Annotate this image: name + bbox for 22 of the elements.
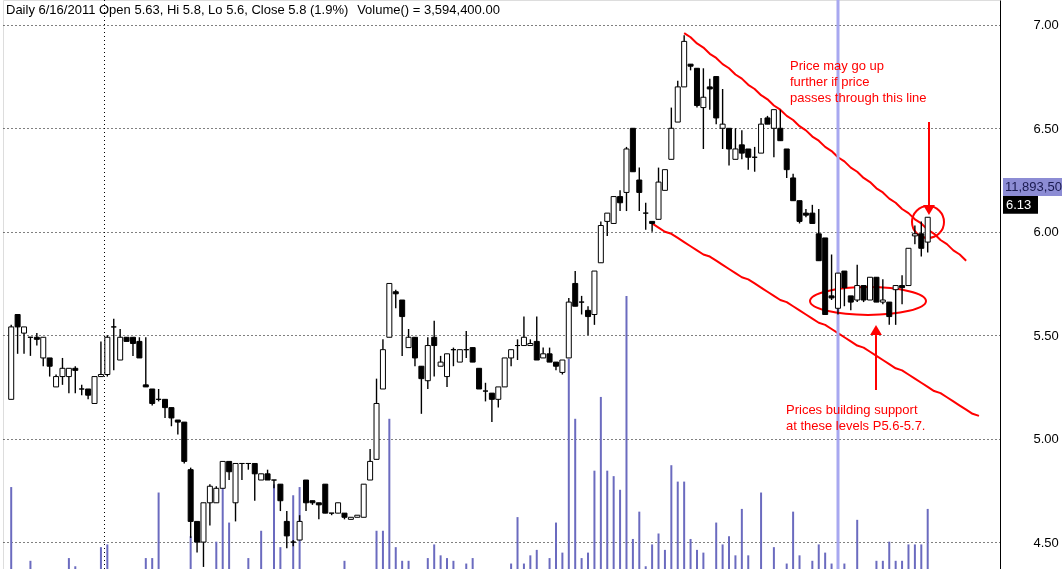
- line-series: [683, 32, 968, 262]
- candlestick: [367, 448, 374, 481]
- chart-subtitle: Volume() = 3,594,400.00: [357, 2, 500, 17]
- candlestick: [142, 336, 149, 388]
- y-tick-label: 6.50: [1033, 120, 1059, 136]
- y-tick-label: 6.00: [1033, 224, 1059, 240]
- y-tick-label: 7.00: [1033, 17, 1059, 33]
- annotation: Prices building support at these levels P5.6-5.7.: [786, 402, 926, 433]
- candlestick: [277, 483, 284, 512]
- candlestick: [783, 148, 790, 179]
- candlestick: [482, 382, 489, 403]
- candlestick: [476, 367, 483, 390]
- candlestick: [642, 202, 649, 231]
- chart-title: Daily 6/16/2011 Open 5.63, Hi 5.8, Lo 5.6, Close 5.8 (1.9%): [6, 2, 349, 17]
- y-tick-label: 5.00: [1033, 431, 1059, 447]
- annotation: Price may go up further if price passes through this line: [790, 58, 927, 105]
- text: 11,893,50: [1005, 179, 1062, 194]
- annotation: 6.13: [1006, 196, 1032, 212]
- y-tick-label: 5.50: [1033, 327, 1059, 343]
- y-tick-label: 4.50: [1033, 534, 1059, 550]
- line-series: [651, 222, 980, 417]
- candlestick: [636, 166, 643, 212]
